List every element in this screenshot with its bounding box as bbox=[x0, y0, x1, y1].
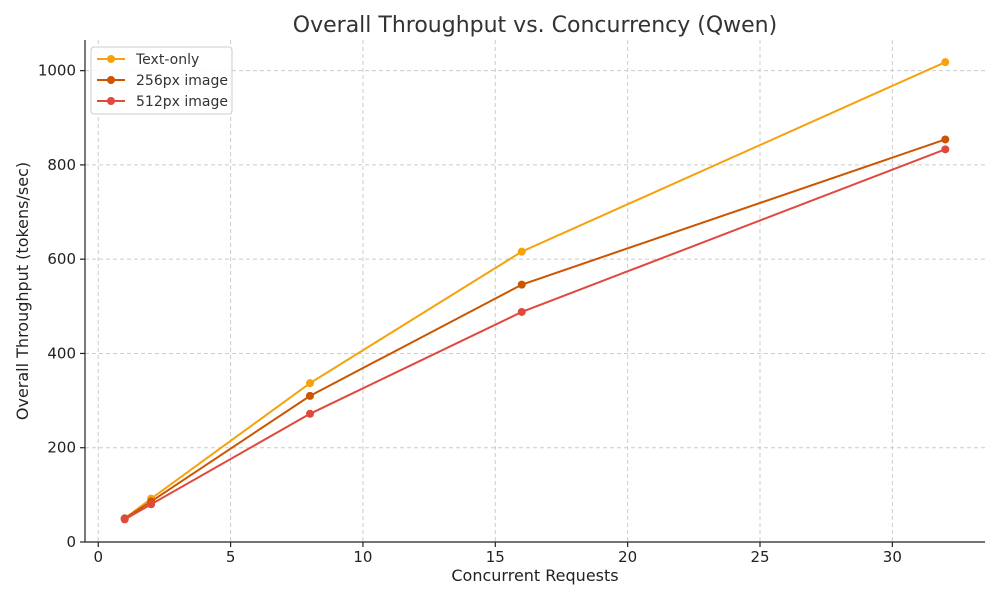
chart-title: Overall Throughput vs. Concurrency (Qwen… bbox=[293, 13, 777, 38]
grid bbox=[85, 40, 985, 543]
x-tick-label: 5 bbox=[226, 548, 236, 566]
legend-label: 512px image bbox=[136, 94, 228, 110]
x-axis-label: Concurrent Requests bbox=[451, 566, 618, 585]
data-point-512px-image bbox=[120, 515, 129, 524]
x-tick-label: 25 bbox=[750, 548, 769, 566]
series-line-512px-image bbox=[124, 148, 946, 521]
y-tick-label: 200 bbox=[47, 439, 76, 457]
plot-area bbox=[120, 58, 950, 524]
y-tick-label: 400 bbox=[47, 344, 76, 362]
legend: Text-only 256px image 512px image bbox=[90, 46, 233, 115]
data-point-512px-image bbox=[517, 307, 526, 316]
data-point-text-only bbox=[941, 58, 950, 67]
legend-marker bbox=[107, 55, 115, 63]
data-point-512px-image bbox=[147, 500, 156, 509]
data-point-256px-image bbox=[517, 280, 526, 289]
y-tick-label: 1000 bbox=[38, 62, 76, 80]
data-point-256px-image bbox=[941, 135, 950, 144]
legend-box bbox=[90, 46, 233, 115]
y-tick-label: 600 bbox=[47, 250, 76, 268]
data-point-text-only bbox=[517, 247, 526, 256]
x-tick-label: 0 bbox=[93, 548, 103, 566]
legend-label: 256px image bbox=[136, 73, 228, 89]
y-tick-label: 800 bbox=[47, 156, 76, 174]
data-point-512px-image bbox=[941, 145, 950, 154]
x-tick-label: 30 bbox=[883, 548, 902, 566]
x-tick-label: 10 bbox=[353, 548, 372, 566]
y-axis-label: Overall Throughput (tokens/sec) bbox=[13, 162, 32, 420]
data-point-256px-image bbox=[306, 391, 314, 400]
x-tick-label: 20 bbox=[618, 548, 637, 566]
y-tick-label: 0 bbox=[66, 533, 76, 551]
legend-marker bbox=[107, 76, 115, 84]
axes: 0 5 10 15 20 25 30 0 200 400 600 800 1000 bbox=[38, 40, 985, 566]
data-point-text-only bbox=[306, 379, 314, 388]
legend-label: Text-only bbox=[135, 52, 199, 68]
x-tick-label: 15 bbox=[486, 548, 505, 566]
legend-marker bbox=[107, 97, 115, 105]
data-point-512px-image bbox=[306, 409, 314, 418]
